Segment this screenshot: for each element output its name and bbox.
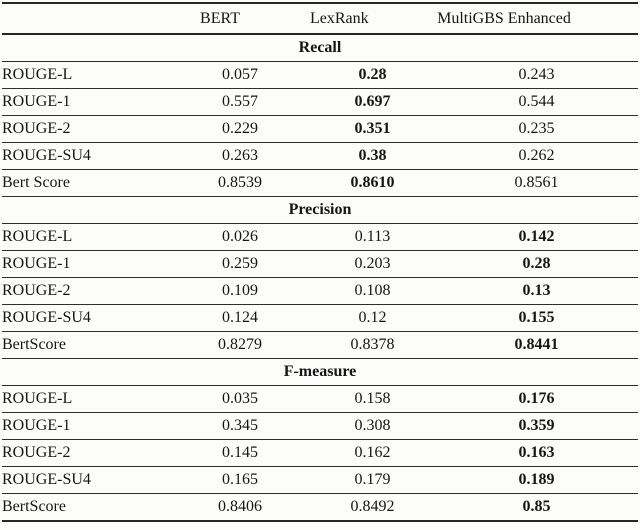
- metric-label: BertScore: [2, 498, 66, 515]
- table-row: ROUGE-SU4 0.263 0.38 0.262: [2, 143, 638, 170]
- table-row: ROUGE-L 0.026 0.113 0.142: [2, 224, 638, 251]
- lexrank-value: 0.8610: [350, 174, 395, 191]
- bert-value: 0.8406: [218, 498, 262, 515]
- lexrank-value: 0.8378: [350, 336, 395, 353]
- table-row: ROUGE-2 0.229 0.351 0.235: [2, 116, 638, 143]
- metric-label: ROUGE-2: [2, 444, 71, 461]
- metric-label: ROUGE-1: [2, 93, 71, 110]
- column-header-row: BERT LexRank MultiGBS Enhanced: [2, 3, 638, 34]
- metric-label: ROUGE-SU4: [2, 309, 91, 326]
- bert-value: 0.035: [222, 390, 258, 407]
- lexrank-value: 0.8492: [350, 498, 395, 515]
- section-header-recall: Recall: [2, 34, 638, 62]
- multigbs-value: 0.8441: [514, 336, 559, 353]
- bert-value: 0.057: [222, 66, 258, 83]
- multigbs-value: 0.189: [518, 471, 555, 488]
- metric-label: ROUGE-SU4: [2, 147, 91, 164]
- table-row: BertScore 0.8279 0.8378 0.8441: [2, 332, 638, 359]
- multigbs-value: 0.163: [518, 444, 555, 461]
- column-header-lexrank: LexRank: [310, 9, 369, 27]
- metric-label: ROUGE-2: [2, 120, 71, 137]
- table-row: ROUGE-1 0.345 0.308 0.359: [2, 413, 638, 440]
- section-header-precision: Precision: [2, 196, 638, 224]
- lexrank-value: 0.38: [358, 147, 387, 164]
- lexrank-value: 0.203: [354, 255, 391, 272]
- lexrank-value: 0.113: [354, 228, 391, 245]
- metric-label: ROUGE-L: [2, 228, 73, 245]
- lexrank-value: 0.308: [354, 417, 391, 434]
- table-row: ROUGE-L 0.057 0.28 0.243: [2, 62, 638, 89]
- bert-value: 0.124: [222, 309, 258, 326]
- multigbs-value: 0.85: [522, 498, 551, 515]
- multigbs-value: 0.142: [518, 228, 555, 245]
- lexrank-value: 0.158: [354, 390, 391, 407]
- multigbs-value: 0.28: [522, 255, 551, 272]
- multigbs-value: 0.13: [522, 282, 551, 299]
- lexrank-value: 0.162: [354, 444, 391, 461]
- bert-value: 0.345: [222, 417, 258, 434]
- multigbs-value: 0.235: [518, 120, 555, 137]
- bert-value: 0.557: [222, 93, 258, 110]
- metric-label: ROUGE-L: [2, 390, 73, 407]
- lexrank-value: 0.351: [354, 120, 391, 137]
- lexrank-value: 0.697: [354, 93, 391, 110]
- multigbs-value: 0.359: [518, 417, 555, 434]
- section-header-fmeasure: F-measure: [2, 358, 638, 386]
- section-title: F-measure: [283, 363, 357, 380]
- multigbs-value: 0.155: [518, 309, 555, 326]
- table-row: BertScore 0.8406 0.8492 0.85: [2, 494, 638, 521]
- multigbs-value: 0.243: [518, 66, 555, 83]
- bert-value: 0.229: [222, 120, 258, 137]
- bert-value: 0.165: [222, 471, 258, 488]
- bert-value: 0.8539: [218, 174, 262, 191]
- column-header-bert: BERT: [200, 9, 240, 27]
- lexrank-value: 0.179: [354, 471, 391, 488]
- metric-label: ROUGE-L: [2, 66, 73, 83]
- results-table: BERT LexRank MultiGBS Enhanced Recall RO…: [2, 2, 638, 522]
- bert-value: 0.145: [222, 444, 258, 461]
- section-title: Recall: [298, 39, 342, 56]
- bert-value: 0.259: [222, 255, 258, 272]
- column-header-empty: [2, 3, 170, 34]
- table-row: ROUGE-SU4 0.165 0.179 0.189: [2, 467, 638, 494]
- multigbs-value: 0.8561: [514, 174, 559, 191]
- metric-label: ROUGE-1: [2, 255, 71, 272]
- metric-label: ROUGE-1: [2, 417, 71, 434]
- table-row: ROUGE-2 0.145 0.162 0.163: [2, 440, 638, 467]
- section-title: Precision: [288, 201, 352, 218]
- bert-value: 0.8279: [218, 336, 262, 353]
- lexrank-value: 0.28: [358, 66, 387, 83]
- metric-label: ROUGE-SU4: [2, 471, 91, 488]
- lexrank-value: 0.108: [354, 282, 391, 299]
- bert-value: 0.026: [222, 228, 258, 245]
- metric-label: Bert Score: [2, 174, 70, 191]
- lexrank-value: 0.12: [358, 309, 387, 326]
- table-row: ROUGE-2 0.109 0.108 0.13: [2, 278, 638, 305]
- multigbs-value: 0.262: [518, 147, 555, 164]
- table-row: Bert Score 0.8539 0.8610 0.8561: [2, 170, 638, 197]
- bert-value: 0.109: [222, 282, 258, 299]
- table-row: ROUGE-SU4 0.124 0.12 0.155: [2, 305, 638, 332]
- multigbs-value: 0.544: [518, 93, 555, 110]
- multigbs-value: 0.176: [518, 390, 555, 407]
- metric-label: ROUGE-2: [2, 282, 71, 299]
- table-row: ROUGE-L 0.035 0.158 0.176: [2, 386, 638, 413]
- column-header-multigbs: MultiGBS Enhanced: [437, 9, 571, 27]
- table-row: ROUGE-1 0.259 0.203 0.28: [2, 251, 638, 278]
- table-row: ROUGE-1 0.557 0.697 0.544: [2, 89, 638, 116]
- metric-label: BertScore: [2, 336, 66, 353]
- bert-value: 0.263: [222, 147, 258, 164]
